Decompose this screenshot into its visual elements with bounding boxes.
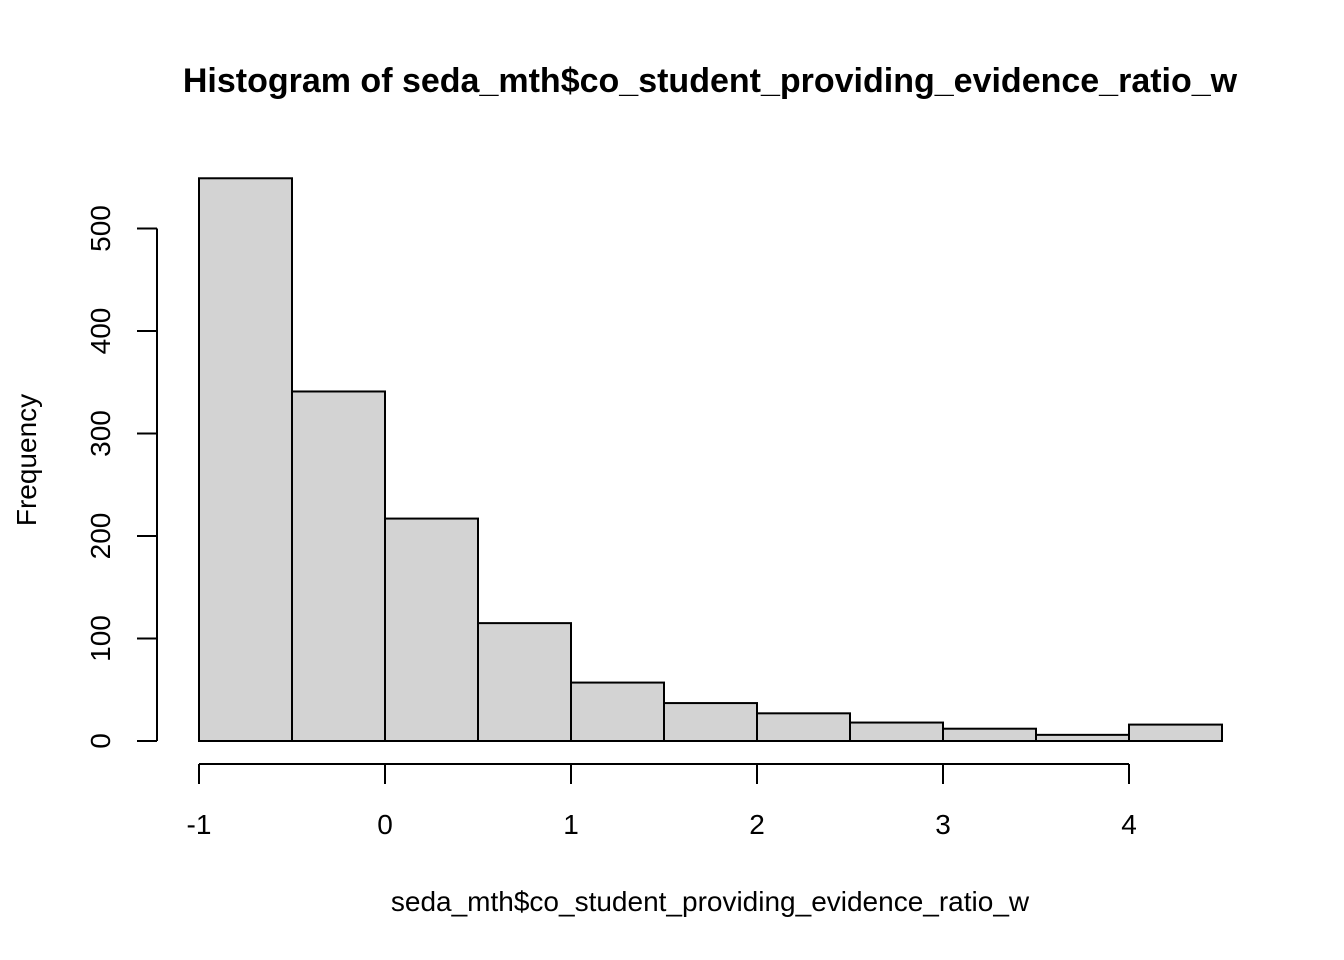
x-tick-label: 4 [1121, 809, 1137, 840]
histogram-bar [198, 177, 293, 742]
y-axis-label: Frequency [11, 394, 42, 526]
y-tick-label: 500 [85, 205, 116, 252]
x-tick-label: 0 [377, 809, 393, 840]
y-axis: 0 100 200 300 400 500 [85, 205, 158, 749]
histogram-bar [756, 712, 851, 743]
y-tick-label: 0 [85, 733, 116, 749]
y-tick-label: 100 [85, 615, 116, 662]
histogram-bar [942, 727, 1037, 743]
histogram-bar [291, 390, 386, 742]
histogram-bar [570, 681, 665, 743]
histogram-bar [849, 721, 944, 742]
bars-group [198, 177, 1223, 743]
y-tick-label: 400 [85, 308, 116, 355]
histogram-bar [1035, 733, 1130, 742]
x-axis-label: seda_mth$co_student_providing_evidence_r… [391, 886, 1030, 917]
y-tick-label: 200 [85, 513, 116, 560]
x-tick-label: -1 [187, 809, 212, 840]
histogram-bar [1128, 723, 1223, 742]
histogram-bar [663, 702, 758, 743]
x-tick-label: 1 [563, 809, 579, 840]
histogram-bar [384, 517, 479, 743]
y-tick-label: 300 [85, 410, 116, 457]
histogram-bar [477, 622, 572, 742]
chart-title: Histogram of seda_mth$co_student_providi… [183, 62, 1238, 100]
x-axis: -1 0 1 2 3 4 [187, 763, 1137, 840]
x-tick-label: 3 [935, 809, 951, 840]
x-tick-label: 2 [749, 809, 765, 840]
